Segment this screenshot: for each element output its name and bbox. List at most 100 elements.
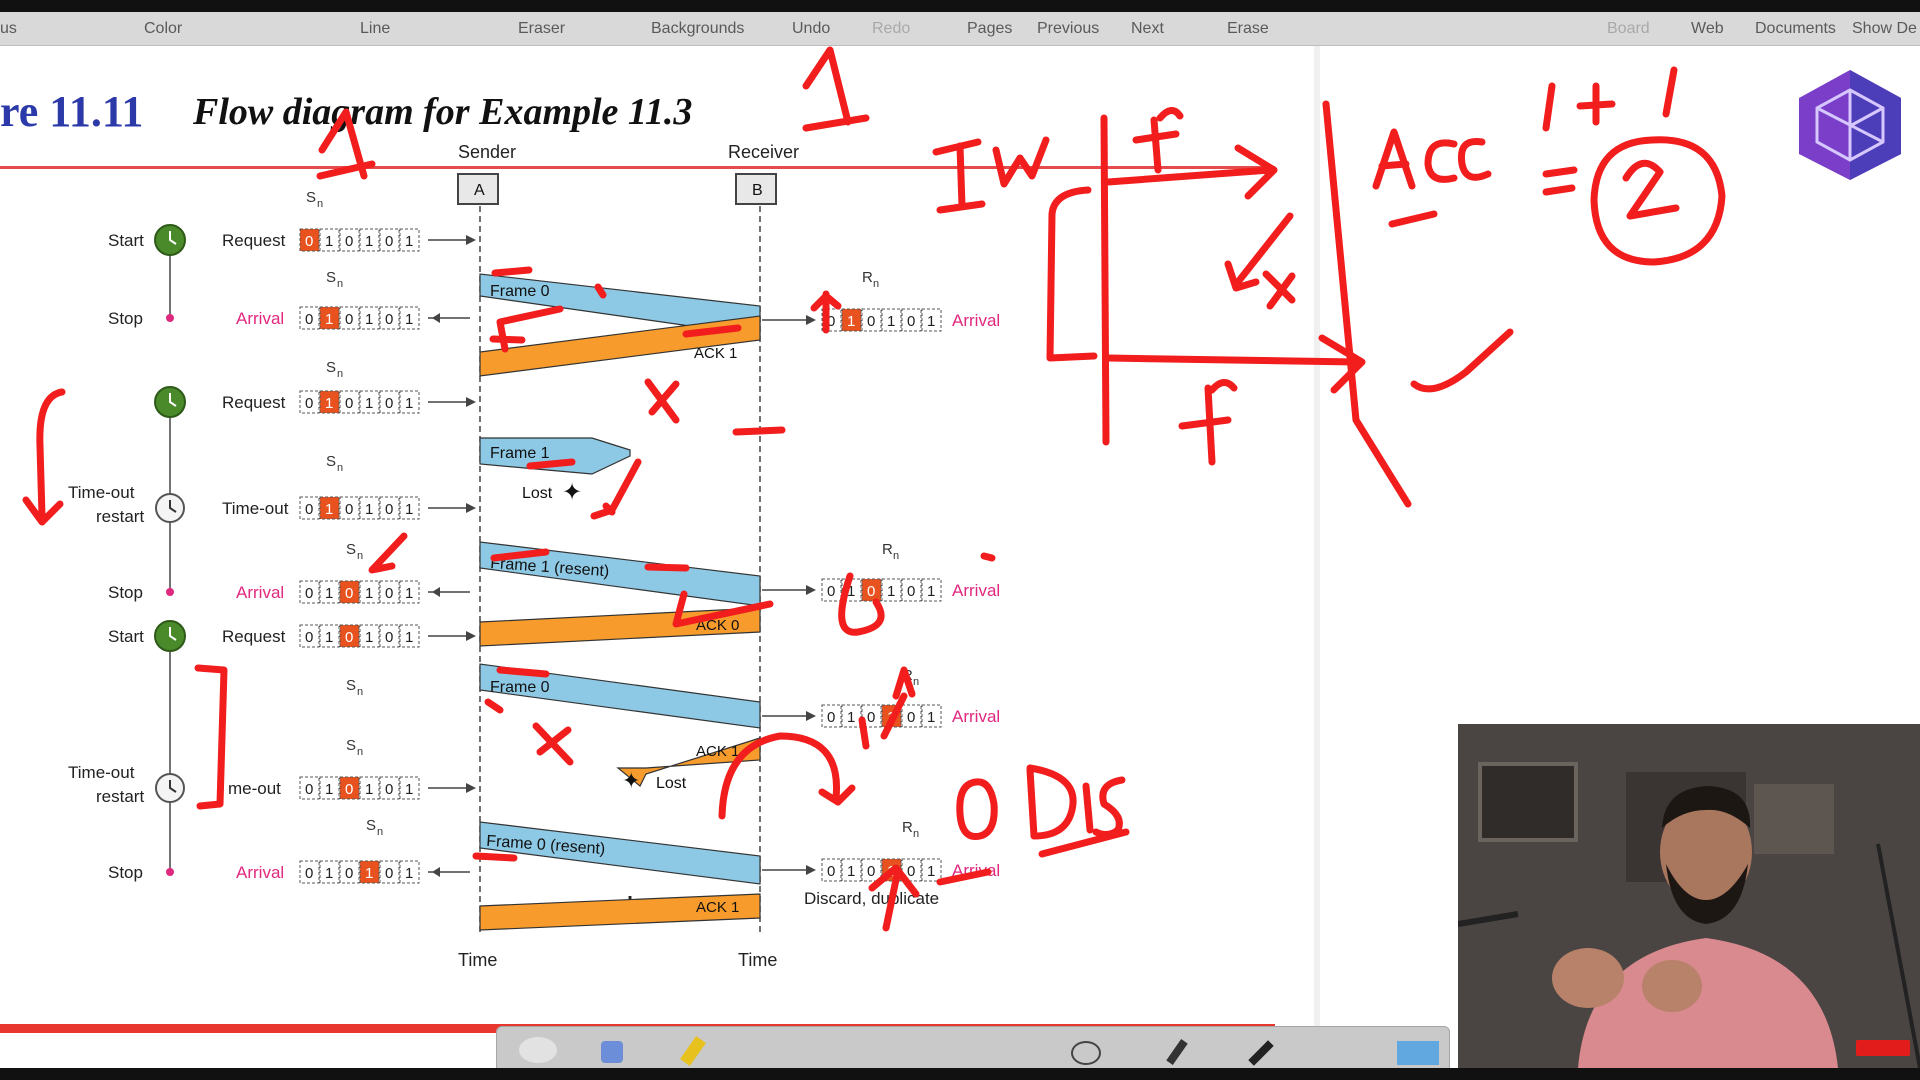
sender-row-label: Arrival <box>236 309 284 328</box>
event-label: Time-out <box>68 763 135 782</box>
event-label: Start <box>108 231 144 250</box>
seq-bit-value: 0 <box>345 585 353 602</box>
toolbar-item-eraser[interactable]: Eraser <box>518 20 565 38</box>
receiver-box-label: B <box>752 182 763 199</box>
color-swatch-icon[interactable] <box>1397 1041 1439 1065</box>
ink-acc <box>1376 132 1488 186</box>
toolbar-item-us[interactable]: us <box>0 20 17 38</box>
seq-bit-value: 1 <box>365 311 373 328</box>
window-top-border <box>0 0 1920 12</box>
seq-bit-value: 0 <box>305 233 313 250</box>
sn-subscript: n <box>357 746 363 758</box>
window-arrow-head <box>432 867 440 877</box>
highlighter-tool-icon[interactable] <box>680 1036 706 1066</box>
toolbar-item-previous[interactable]: Previous <box>1037 20 1099 38</box>
toolbar-item-pages[interactable]: Pages <box>967 20 1012 38</box>
seq-bit-value: 1 <box>847 313 855 330</box>
sn-subscript: n <box>337 368 343 380</box>
ink-check-arrival <box>372 536 404 570</box>
seq-bit-value: 1 <box>887 313 895 330</box>
seq-bit-value: 0 <box>305 311 313 328</box>
sn-label: S <box>346 541 356 558</box>
line-tool-icon[interactable] <box>1248 1040 1273 1065</box>
seq-bit-value: 1 <box>405 781 413 798</box>
window-arrow-head <box>466 783 476 793</box>
receiver-arrow-head <box>806 315 816 325</box>
seq-bit-value: 1 <box>325 501 333 518</box>
bottom-dock-toolbar <box>496 1026 1450 1070</box>
seq-bit-value: 0 <box>305 585 313 602</box>
sn-subscript: n <box>357 550 363 562</box>
seq-bit-value: 1 <box>927 709 935 726</box>
pen-tool-icon[interactable] <box>519 1037 557 1063</box>
youtube-subscribe-icon[interactable] <box>1856 1040 1910 1056</box>
toolbar-item-redo[interactable]: Redo <box>872 20 910 38</box>
event-label: Time-out <box>68 483 135 502</box>
rn-subscript: n <box>913 676 919 688</box>
seq-bit-value: 1 <box>405 629 413 646</box>
rn-label: R <box>902 819 913 836</box>
seq-bit-value: 0 <box>345 629 353 646</box>
sender-row-label: Request <box>222 231 286 250</box>
ink-right-bracket-mid <box>198 668 224 806</box>
ink-check <box>1414 332 1510 389</box>
ink-circle-two <box>1594 140 1722 262</box>
toolbar-item-undo[interactable]: Undo <box>792 20 830 38</box>
seq-bit-value: 0 <box>827 863 835 880</box>
seq-bit-value: 1 <box>365 395 373 412</box>
webcam-overlay <box>1458 724 1920 1068</box>
sender-row-label: Arrival <box>236 863 284 882</box>
ink-underline-lost <box>530 462 572 466</box>
shape-tool-icon[interactable] <box>601 1041 623 1063</box>
whiteboard-toolbar: us Color Line Eraser Backgrounds Undo Re… <box>0 12 1920 46</box>
sender-row-label: Time-out <box>222 499 289 518</box>
toolbar-item-erase[interactable]: Erase <box>1227 20 1269 38</box>
hexagon-logo-icon <box>1795 68 1905 182</box>
stop-dot <box>166 588 174 596</box>
toolbar-item-documents[interactable]: Documents <box>1755 20 1836 38</box>
seq-bit-value: 1 <box>325 311 333 328</box>
lost-label: Lost <box>522 485 553 502</box>
receiver-arrow-head <box>806 585 816 595</box>
seq-bit-value: 0 <box>345 233 353 250</box>
event-label: restart <box>96 507 144 526</box>
zoom-tool-icon[interactable] <box>1071 1041 1101 1065</box>
seq-bit-value: 0 <box>345 311 353 328</box>
seq-bit-value: 1 <box>365 233 373 250</box>
whiteboard-canvas[interactable]: re 11.11 Flow diagram for Example 11.3 S… <box>0 46 1314 1068</box>
seq-bit-value: 1 <box>887 583 895 600</box>
ink-x-lost-ack <box>536 726 570 762</box>
toolbar-item-next[interactable]: Next <box>1131 20 1164 38</box>
window-arrow-head <box>466 235 476 245</box>
seq-bit-value: 1 <box>325 585 333 602</box>
sender-label: Sender <box>458 142 516 162</box>
toolbar-item-board[interactable]: Board <box>1607 20 1650 38</box>
rn-subscript: n <box>893 550 899 562</box>
toolbar-item-line[interactable]: Line <box>360 20 390 38</box>
receiver-time-label: Time <box>738 950 777 970</box>
toolbar-item-show-desktop[interactable]: Show De <box>1852 20 1917 38</box>
toolbar-item-web[interactable]: Web <box>1691 20 1724 38</box>
ink-left-bracket-top <box>26 392 62 522</box>
toolbar-item-backgrounds[interactable]: Backgrounds <box>651 20 744 38</box>
seq-bit-value: 0 <box>345 781 353 798</box>
sn-label: S <box>366 817 376 834</box>
sender-row-label: Arrival <box>236 583 284 602</box>
sn-subscript: n <box>377 826 383 838</box>
seq-bit-value: 1 <box>325 781 333 798</box>
marker-tool-icon[interactable] <box>1166 1039 1187 1065</box>
rn-subscript: n <box>873 278 879 290</box>
toolbar-item-color[interactable]: Color <box>144 20 182 38</box>
sender-row-label: Request <box>222 393 286 412</box>
seq-bit-value: 1 <box>325 629 333 646</box>
ink-arrival-marks <box>648 556 992 568</box>
frame-band <box>480 822 760 884</box>
seq-bit-value: 1 <box>405 585 413 602</box>
sn-subscript: n <box>317 198 323 210</box>
window-arrow-head <box>432 313 440 323</box>
ink-one-top <box>806 50 866 128</box>
receiver-label: Receiver <box>728 142 799 162</box>
ink-x-lost-frame <box>648 382 676 420</box>
seq-bit-value: 1 <box>927 583 935 600</box>
seq-bit-value: 1 <box>927 863 935 880</box>
